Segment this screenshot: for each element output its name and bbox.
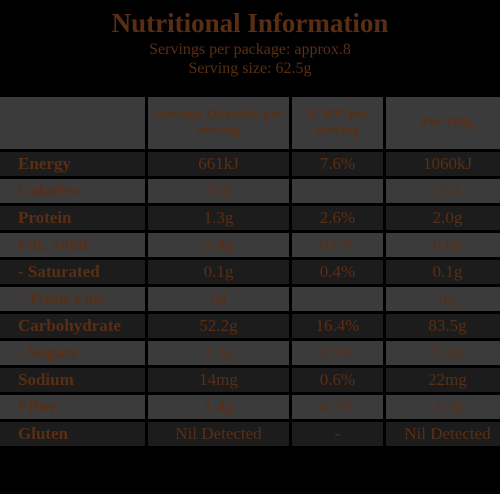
- table-row: Sodium 14mg 0.6% 22mg: [0, 368, 500, 392]
- nutrient-label: Sodium: [0, 368, 145, 392]
- nutrient-label: Fat, Total: [0, 233, 145, 257]
- header-daily-intake: % DI* per serving: [292, 97, 383, 149]
- table-row: Fat, Total 0.4g 0.6% 0.6g: [0, 233, 500, 257]
- per-serving-value: 661kJ: [148, 152, 289, 176]
- per-serving-value: 0.3g: [148, 341, 289, 365]
- per-serving-value: 0g: [148, 287, 289, 311]
- nutrient-label: Energy: [0, 152, 145, 176]
- servings-per-package: Servings per package: approx.8: [149, 41, 351, 58]
- header-per-serving: Average Quantity per serving: [148, 97, 289, 149]
- per-serving-value: 1.4g: [148, 395, 289, 419]
- daily-intake-value: -: [292, 422, 383, 446]
- per-100g-value: 253: [386, 179, 500, 203]
- daily-intake-value: 2.6%: [292, 206, 383, 230]
- nutrient-label: Carbohydrate: [0, 314, 145, 338]
- per-100g-value: 22mg: [386, 368, 500, 392]
- nutrient-label: - Sugars: [0, 341, 145, 365]
- per-100g-value: 2.0g: [386, 206, 500, 230]
- per-100g-value: Nil Detected: [386, 422, 500, 446]
- per-100g-value: 83.5g: [386, 314, 500, 338]
- table-row: - Sugars 0.3g 0.3% 0.4g: [0, 341, 500, 365]
- nutrient-label: Gluten: [0, 422, 145, 446]
- per-100g-value: 0.4g: [386, 341, 500, 365]
- table-row: - Saturated 0.1g 0.4% 0.1g: [0, 260, 500, 284]
- per-100g-value: 0.1g: [386, 260, 500, 284]
- per-100g-value: 0.6g: [386, 233, 500, 257]
- table-row: - Trans Fats 0g -0g: [0, 287, 500, 311]
- nutrient-label: Calories: [0, 179, 145, 203]
- per-serving-value: 0.4g: [148, 233, 289, 257]
- per-100g-value: 1060kJ: [386, 152, 500, 176]
- table-row: Carbohydrate 52.2g 16.4% 83.5g: [0, 314, 500, 338]
- nutrient-label: Fibre: [0, 395, 145, 419]
- daily-intake-value: 4.7%: [292, 395, 383, 419]
- table-row: Calories 158-253: [0, 179, 500, 203]
- nutrient-label: - Trans Fats: [0, 287, 145, 311]
- daily-intake-value: 0.6%: [292, 368, 383, 392]
- table-row: Energy 661kJ 7.6% 1060kJ: [0, 152, 500, 176]
- nutrition-header: Nutritional Information Servings per pac…: [0, 0, 500, 92]
- nutrition-table: Average Quantity per serving % DI* per s…: [0, 94, 500, 449]
- daily-intake-value: 0.6%: [292, 233, 383, 257]
- per-serving-value: Nil Detected: [148, 422, 289, 446]
- per-serving-value: 158: [148, 179, 289, 203]
- table-header-row: Average Quantity per serving % DI* per s…: [0, 97, 500, 149]
- daily-intake-value: 7.6%: [292, 152, 383, 176]
- per-100g-value: 2.3g: [386, 395, 500, 419]
- daily-intake-value: -: [292, 287, 383, 311]
- nutrient-label: Protein: [0, 206, 145, 230]
- per-serving-value: 1.3g: [148, 206, 289, 230]
- header-per-100g: Per 100g: [386, 97, 500, 149]
- per-serving-value: 52.2g: [148, 314, 289, 338]
- table-row: Gluten Nil Detected - Nil Detected: [0, 422, 500, 446]
- daily-intake-value: 0.4%: [292, 260, 383, 284]
- page-title: Nutritional Information: [111, 8, 389, 38]
- serving-size: Serving size: 62.5g: [188, 60, 312, 77]
- daily-intake-value: 16.4%: [292, 314, 383, 338]
- header-blank-cell: [0, 97, 145, 149]
- per-100g-value: 0g: [386, 287, 500, 311]
- per-serving-value: 0.1g: [148, 260, 289, 284]
- daily-intake-value: 0.3%: [292, 341, 383, 365]
- table-row: Fibre 1.4g 4.7% 2.3g: [0, 395, 500, 419]
- daily-intake-value: -: [292, 179, 383, 203]
- per-serving-value: 14mg: [148, 368, 289, 392]
- table-row: Protein 1.3g 2.6% 2.0g: [0, 206, 500, 230]
- nutrient-label: - Saturated: [0, 260, 145, 284]
